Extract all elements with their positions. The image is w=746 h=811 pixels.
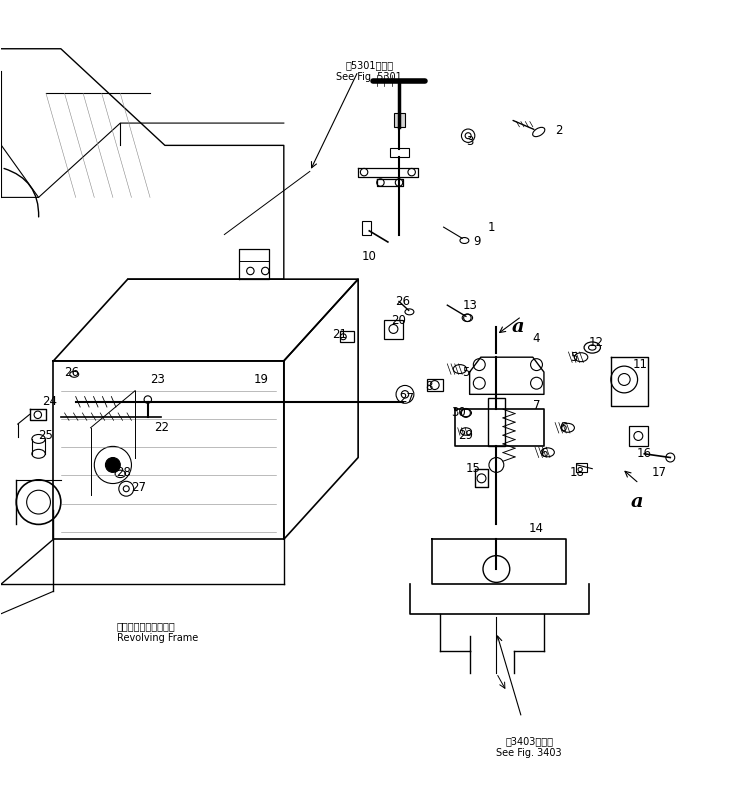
- Text: 笥5301図参照
See Fig. 5301: 笥5301図参照 See Fig. 5301: [336, 60, 402, 81]
- Bar: [427, 380, 443, 391]
- Text: 24: 24: [43, 395, 57, 408]
- Text: 4: 4: [533, 333, 540, 345]
- Text: 15: 15: [466, 462, 480, 475]
- Text: a: a: [512, 319, 524, 337]
- Text: 22: 22: [154, 421, 169, 435]
- Circle shape: [105, 457, 120, 472]
- Text: 23: 23: [150, 373, 165, 386]
- Text: 26: 26: [64, 366, 80, 379]
- Text: 14: 14: [529, 521, 544, 534]
- Text: 30: 30: [451, 406, 466, 419]
- Text: a: a: [630, 493, 643, 511]
- Text: 7: 7: [533, 399, 540, 412]
- Bar: [576, 463, 587, 472]
- Text: 1: 1: [488, 221, 495, 234]
- Text: レボルビングフレーム
Revolving Frame: レボルビングフレーム Revolving Frame: [116, 621, 198, 643]
- Text: 27: 27: [399, 392, 414, 405]
- Bar: [384, 320, 403, 339]
- Text: 3: 3: [466, 135, 473, 148]
- Text: 16: 16: [637, 448, 652, 461]
- Text: 5: 5: [570, 350, 577, 363]
- Bar: [488, 398, 504, 446]
- Text: 笥3403図参照
See Fig. 3403: 笥3403図参照 See Fig. 3403: [496, 736, 562, 757]
- Text: 21: 21: [332, 328, 347, 341]
- Text: 13: 13: [463, 298, 477, 311]
- Text: 17: 17: [652, 466, 667, 478]
- Text: 9: 9: [473, 235, 481, 248]
- Bar: [630, 426, 648, 446]
- Text: 28: 28: [116, 466, 131, 478]
- Text: 6: 6: [540, 448, 548, 461]
- Text: 5: 5: [463, 366, 469, 379]
- Text: 11: 11: [633, 358, 648, 371]
- Text: 26: 26: [395, 295, 410, 308]
- Bar: [390, 148, 409, 157]
- Text: 10: 10: [362, 251, 377, 264]
- Text: 29: 29: [458, 429, 474, 442]
- Text: 20: 20: [392, 314, 407, 327]
- Text: 18: 18: [570, 466, 585, 478]
- Bar: [362, 221, 371, 234]
- Text: 25: 25: [39, 429, 54, 442]
- Bar: [394, 114, 405, 127]
- Text: 8: 8: [425, 380, 433, 393]
- Text: 2: 2: [555, 124, 562, 137]
- Text: 12: 12: [589, 336, 604, 349]
- Text: 27: 27: [131, 481, 146, 494]
- Text: 6: 6: [559, 421, 566, 435]
- Text: 19: 19: [254, 373, 269, 386]
- Bar: [339, 331, 354, 342]
